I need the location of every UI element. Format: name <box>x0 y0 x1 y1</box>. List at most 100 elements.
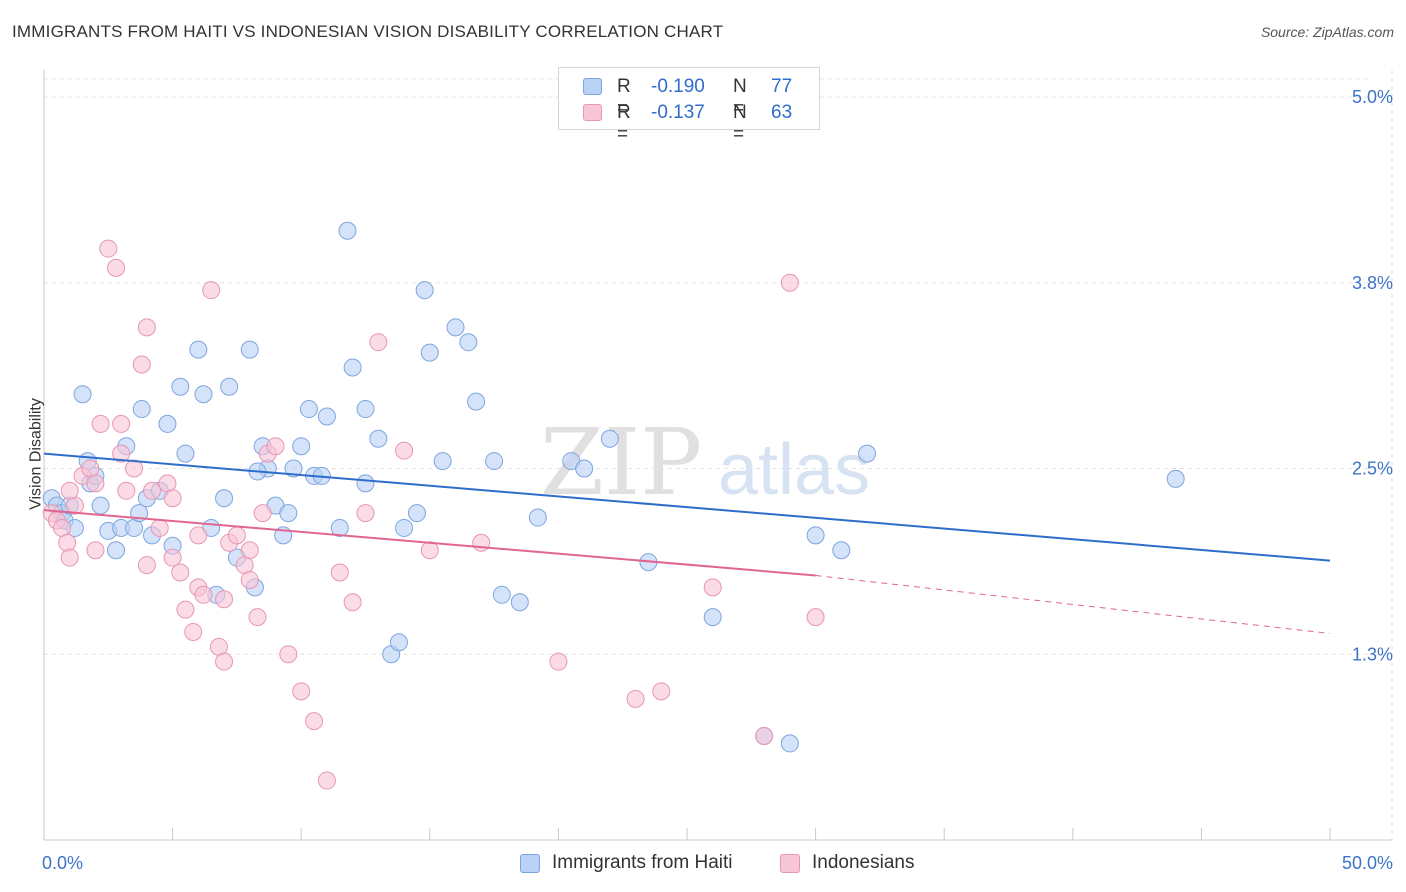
indonesian-point <box>184 622 203 641</box>
grid-layer <box>44 70 1393 840</box>
haiti-point <box>292 437 311 456</box>
haiti-point <box>510 593 529 612</box>
indonesian-point <box>279 645 298 664</box>
indonesian-point <box>780 273 799 292</box>
indonesian-point <box>420 541 439 560</box>
haiti-point <box>299 400 318 419</box>
y-tick-label: 2.5% <box>1352 459 1393 479</box>
legend-swatch-haiti <box>583 78 602 95</box>
indonesian-point <box>305 712 324 731</box>
haiti-point <box>395 518 414 537</box>
axis-layer <box>43 70 1392 841</box>
indonesian-point <box>137 556 156 575</box>
indonesian-point <box>58 533 77 552</box>
legend-n-label: N = <box>733 102 747 145</box>
haiti-point <box>575 459 594 478</box>
legend-r-value: -0.137 <box>651 102 705 123</box>
haiti-point <box>492 585 511 604</box>
haiti-trend-line <box>43 452 1331 562</box>
indonesian-point <box>755 726 774 745</box>
indonesian-point <box>132 355 151 374</box>
legend-r-value: -0.190 <box>651 76 705 97</box>
indonesian-point <box>99 239 118 258</box>
haiti-point <box>330 518 349 537</box>
haiti-point <box>189 340 208 359</box>
haiti-point <box>343 358 362 377</box>
indonesian-point <box>194 585 213 604</box>
indonesian-point <box>356 504 375 523</box>
haiti-point <box>176 444 195 463</box>
haiti-point <box>369 429 388 448</box>
haiti-point <box>528 508 547 527</box>
haiti-point <box>407 504 426 523</box>
indonesian-point <box>215 652 234 671</box>
indonesian-point <box>266 437 285 456</box>
indonesian-point <box>549 652 568 671</box>
indonesian-point <box>60 548 79 567</box>
haiti-point <box>446 318 465 337</box>
haiti-point <box>73 385 92 404</box>
watermark-atlas: atlas <box>718 430 870 510</box>
haiti-point <box>467 392 486 411</box>
haiti-point <box>279 504 298 523</box>
haiti-point <box>356 400 375 419</box>
indonesian-point <box>125 459 144 478</box>
source-label: Source: ZipAtlas.com <box>1260 24 1394 40</box>
haiti-point <box>356 474 375 493</box>
indonesian-point <box>176 600 195 619</box>
indonesian-point <box>112 444 131 463</box>
indonesian-point <box>240 570 259 589</box>
indonesian-point <box>150 518 169 537</box>
indonesian-point <box>171 563 190 582</box>
haiti-point <box>1166 469 1185 488</box>
haiti-point <box>338 221 357 240</box>
haiti-point <box>284 459 303 478</box>
bottom-legend-label-indonesians: Indonesians <box>812 852 915 873</box>
indonesian-point <box>60 481 79 500</box>
legend-n-value: 77 <box>771 76 793 97</box>
indonesian-point <box>240 541 259 560</box>
y-tick-label: 5.0% <box>1352 87 1393 107</box>
bottom-legend-swatch-indonesians <box>780 854 800 873</box>
indonesian-point <box>330 563 349 582</box>
legend-swatch-indonesians <box>583 104 602 121</box>
indonesian-point <box>86 541 105 560</box>
indonesian-point <box>248 608 267 627</box>
haiti-point <box>158 414 177 433</box>
indonesian-point <box>472 533 491 552</box>
indonesian-point <box>626 689 645 708</box>
indonesian-point <box>143 481 162 500</box>
bottom-legend-label-haiti: Immigrants from Haiti <box>552 852 733 873</box>
legend-r-label: R = <box>617 102 631 145</box>
indonesian-point <box>112 414 131 433</box>
x-tick-label: 0.0% <box>42 853 83 873</box>
haiti-point <box>780 734 799 753</box>
haiti-point <box>107 541 126 560</box>
indonesian-point <box>317 771 336 790</box>
haiti-point <box>194 385 213 404</box>
trend-layer <box>43 452 1331 634</box>
indonesian-point <box>137 318 156 337</box>
indonesian-point <box>117 481 136 500</box>
indonesian-point <box>91 414 110 433</box>
indonesian-point <box>292 682 311 701</box>
indonesian-point <box>253 504 272 523</box>
haiti-point <box>433 452 452 471</box>
indonesian-point <box>227 526 246 545</box>
x-tick-label: 50.0% <box>1342 853 1393 873</box>
indonesian-point <box>343 593 362 612</box>
y-tick-label: 3.8% <box>1352 273 1393 293</box>
haiti-point <box>132 400 151 419</box>
tick-label-layer: 1.3% 2.5% 3.8% 5.0% 0.0% 50.0% <box>42 87 1393 873</box>
haiti-point <box>220 377 239 396</box>
chart-title: IMMIGRANTS FROM HAITI VS INDONESIAN VISI… <box>12 22 724 41</box>
haiti-point <box>317 407 336 426</box>
haiti-point <box>858 444 877 463</box>
haiti-point <box>389 633 408 652</box>
haiti-point <box>703 608 722 627</box>
haiti-point <box>171 377 190 396</box>
y-axis-label: Vision Disability <box>27 398 45 510</box>
haiti-point <box>459 333 478 352</box>
haiti-point <box>240 340 259 359</box>
